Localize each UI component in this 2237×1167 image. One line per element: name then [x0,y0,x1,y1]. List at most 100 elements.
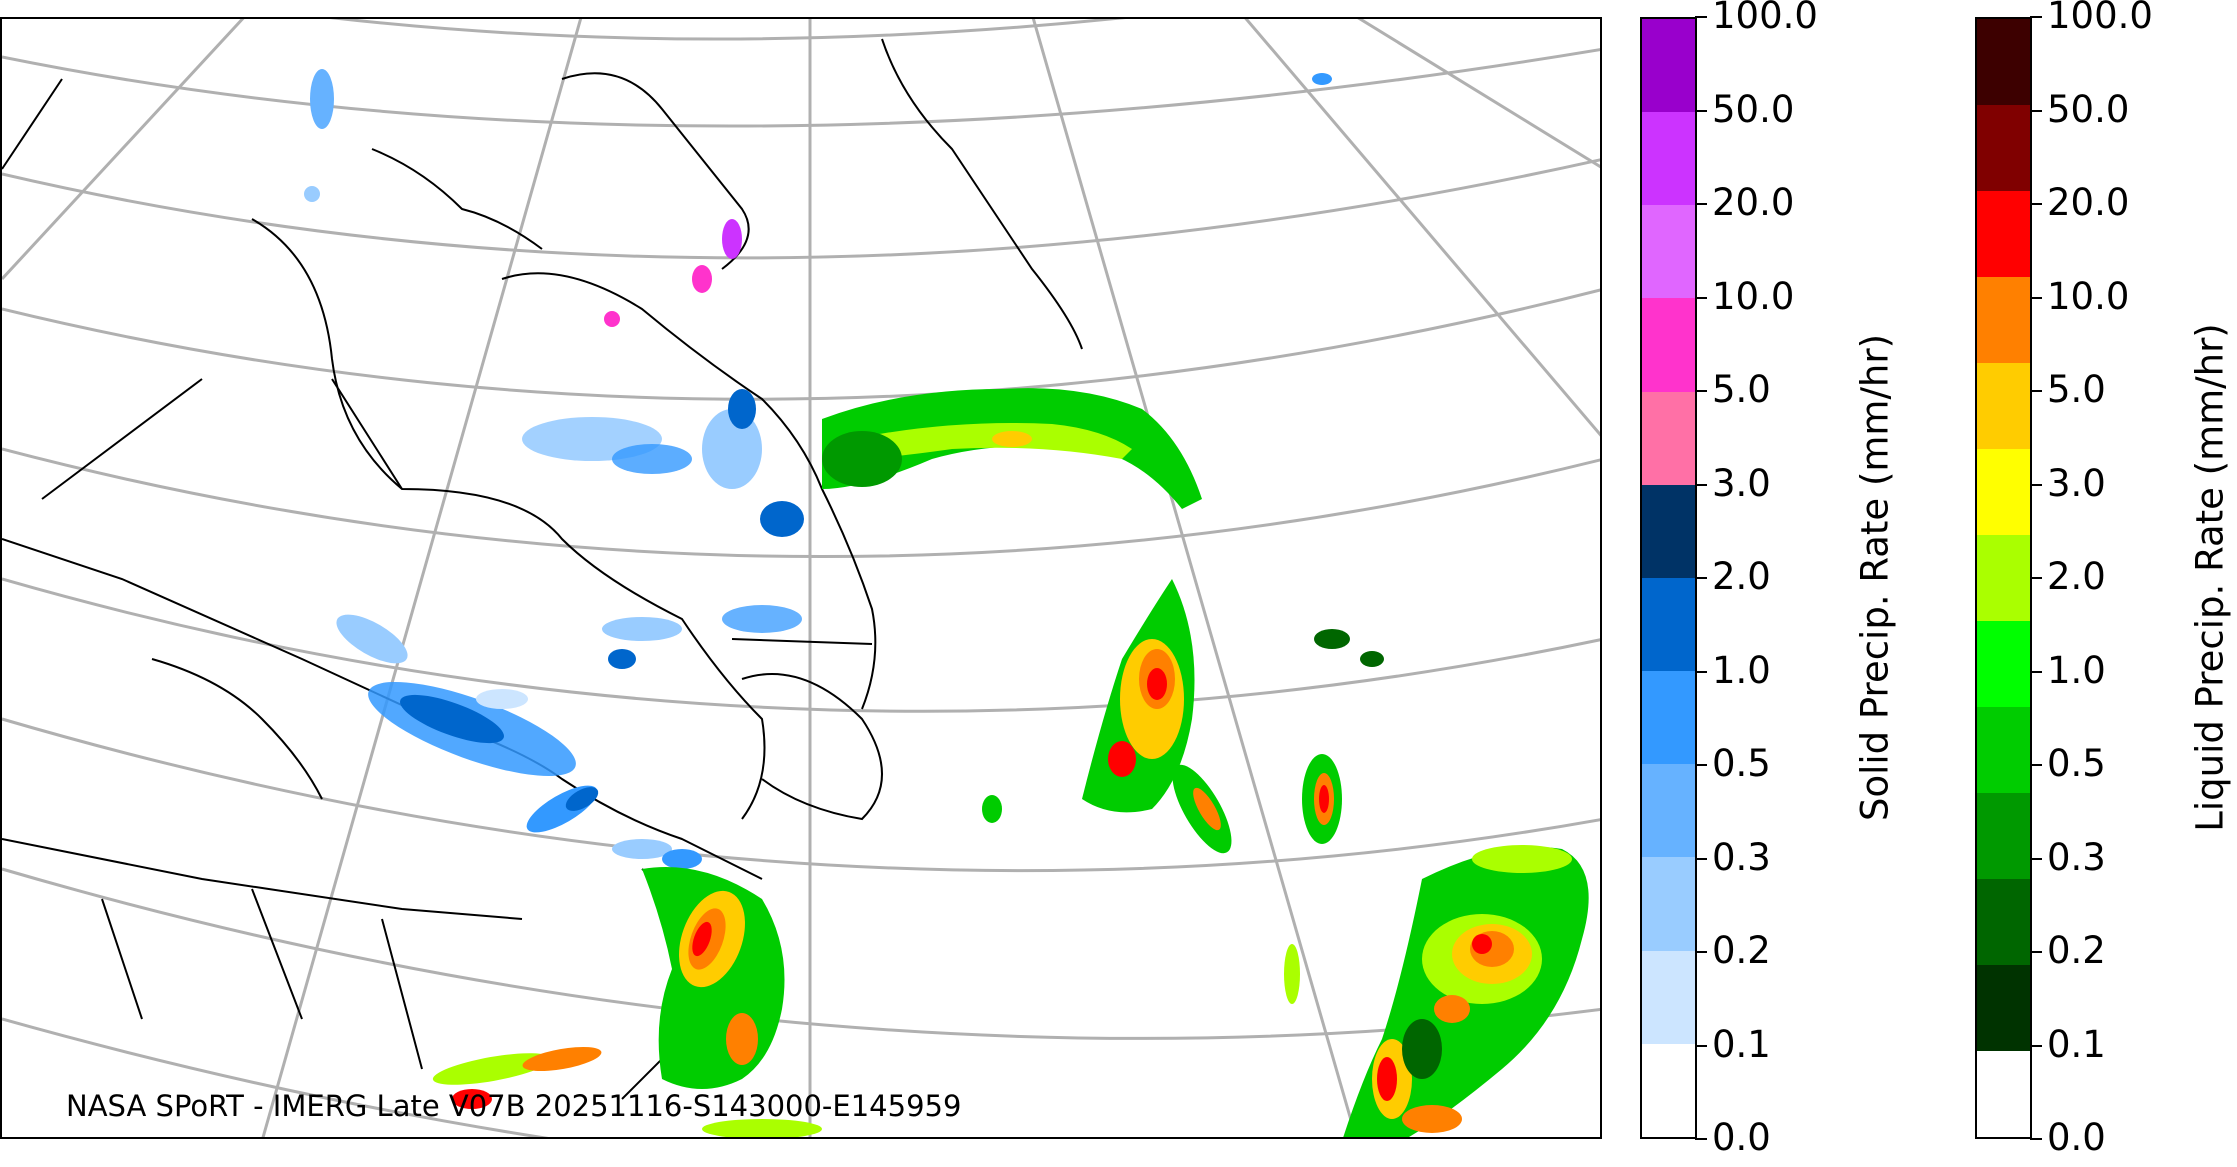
latitude-line [2,577,1600,713]
colorbar-tick [1695,577,1707,579]
colorbar-tick-label: 0.1 [1712,1022,1771,1066]
longitude-line [1031,19,1358,1137]
colorbar-tick-label: 0.5 [2047,742,2106,785]
colorbar-tick-label: 0.2 [1712,929,1771,972]
liquid-precip-colorbar [1975,17,2032,1139]
latitude-line [330,19,1126,41]
colorbar-segment [1642,205,1695,299]
colorbar-tick [1695,951,1707,953]
colorbar-tick [1695,670,1707,673]
solid-precip-colorbar [1640,17,1697,1139]
colorbar-segment [1977,19,2030,105]
colorbar-tick [2030,1044,2042,1047]
us-canada-border [2,838,523,920]
territory-border [2,78,403,500]
colorbar-segment [1977,965,2030,1051]
colorbar-tick [1695,203,1707,205]
labrador-quebec-border [731,638,873,645]
baffin-island-coast [561,72,750,270]
arctic-island-coast [371,148,543,250]
latitude-line [2,158,1600,260]
province-border [2,538,433,720]
colorbar-tick [2030,764,2042,766]
colorbar-segment [1642,112,1695,206]
colorbar-segment [1642,298,1695,392]
latitude-line [2,717,1600,873]
longitude-line [1357,19,1600,169]
liquid-colorbar-title: Liquid Precip. Rate (mm/hr) [2188,323,2232,832]
colorbar-segment [1977,449,2030,535]
colorbar-segment [1977,105,2030,191]
colorbar-tick-label: 3.0 [2047,461,2106,505]
colorbar-segment [1642,18,1695,113]
colorbar-tick-label: 5.0 [1712,368,1771,411]
colorbar-segment [1977,191,2030,277]
colorbar-tick [2030,1138,2042,1140]
colorbar-tick-label: 0.3 [2047,835,2106,879]
colorbar-segment [1642,1043,1695,1137]
colorbar-tick-label: 1.0 [1712,648,1771,692]
latitude-line [2,288,1600,401]
colorbar-segment [1977,621,2030,707]
latitude-line [2,867,1600,1040]
colorbar-segment [1642,857,1695,951]
state-border [101,888,423,1070]
colorbar-tick-label: 50.0 [2047,87,2130,131]
longitude-line [261,19,583,1137]
colorbar-segment [1642,391,1695,485]
greenland-coast [881,38,1083,350]
colorbar-tick [2030,577,2042,579]
liquid-precip-greenland-band [822,388,1202,509]
precipitation-fields [304,69,1589,1137]
colorbar-segment [1642,484,1695,578]
colorbar-segment [1642,950,1695,1044]
colorbar-tick [1695,1138,1707,1140]
colorbar-tick-label: 20.0 [2047,181,2130,224]
colorbar-tick [1695,1044,1707,1047]
colorbar-segment [1977,535,2030,621]
colorbar-tick-label: 0.3 [1712,835,1771,879]
solid-precip-north [304,69,1332,709]
colorbar-tick [2030,296,2042,299]
precipitation-map: NASA SPoRT - IMERG Late V07B 20251116-S1… [0,17,1602,1139]
longitude-line [2,19,245,281]
colorbar-tick [1695,16,1707,18]
colorbar-tick [2030,109,2042,112]
colorbar-segment [1977,879,2030,965]
colorbar-tick-label: 0.0 [1712,1116,1771,1159]
colorbar-tick-label: 0.1 [2047,1022,2106,1066]
hudson-bay-coast [251,218,766,820]
liquid-precip-atlantic-central [982,579,1384,1004]
colorbar-segment [1642,671,1695,765]
colorbar-tick [1695,483,1707,486]
colorbar-tick-label: 10.0 [2047,274,2130,318]
longitude-line [1244,19,1600,437]
colorbar-tick-label: 5.0 [2047,368,2106,411]
colorbar-tick [2030,16,2042,18]
colorbar-segment [1977,277,2030,363]
colorbar-segment [1642,764,1695,858]
coastlines [2,38,1083,1100]
colorbar-tick-label: 0.5 [1712,742,1771,785]
labrador-coast [501,272,877,710]
colorbar-segment [1977,1051,2030,1137]
colorbar-tick [2030,203,2042,205]
colorbar-tick [1695,764,1707,766]
colorbar-tick-label: 1.0 [2047,648,2106,692]
colorbar-segment [1977,707,2030,793]
colorbar-tick-label: 2.0 [2047,555,2106,598]
liquid-precip-southeast [1343,845,1589,1137]
colorbar-tick-label: 10.0 [1712,274,1795,318]
latitude-line [2,1017,549,1137]
colorbar-tick [2030,670,2042,673]
latitude-line [2,447,1600,559]
map-canvas [2,19,1600,1137]
graticule [2,19,1600,1137]
colorbar-tick-label: 100.0 [2047,0,2153,37]
solid-colorbar-title: Solid Precip. Rate (mm/hr) [1853,333,1897,822]
newfoundland-coast [741,673,883,821]
data-source-credit: NASA SPoRT - IMERG Late V07B 20251116-S1… [66,1089,962,1123]
colorbar-tick [1695,296,1707,299]
great-lakes-coast [151,658,323,800]
colorbar-tick-label: 50.0 [1712,87,1795,131]
